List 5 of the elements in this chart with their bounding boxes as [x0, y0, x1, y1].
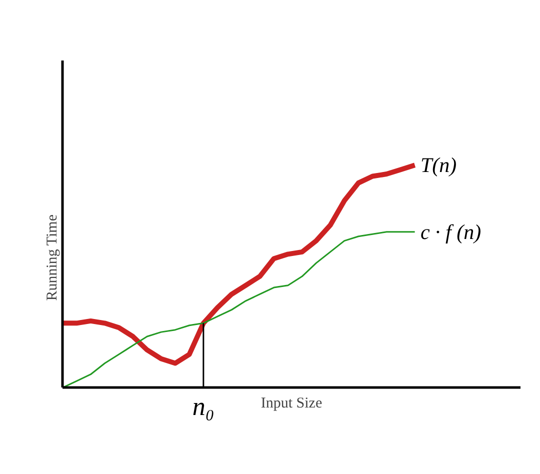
y-axis-title: Running Time	[44, 214, 60, 301]
x-axis-title: Input Size	[260, 396, 322, 412]
series-label: c · f (n)	[420, 220, 482, 244]
series-label: T(n)	[420, 153, 457, 178]
text: n₀	[192, 392, 214, 422]
